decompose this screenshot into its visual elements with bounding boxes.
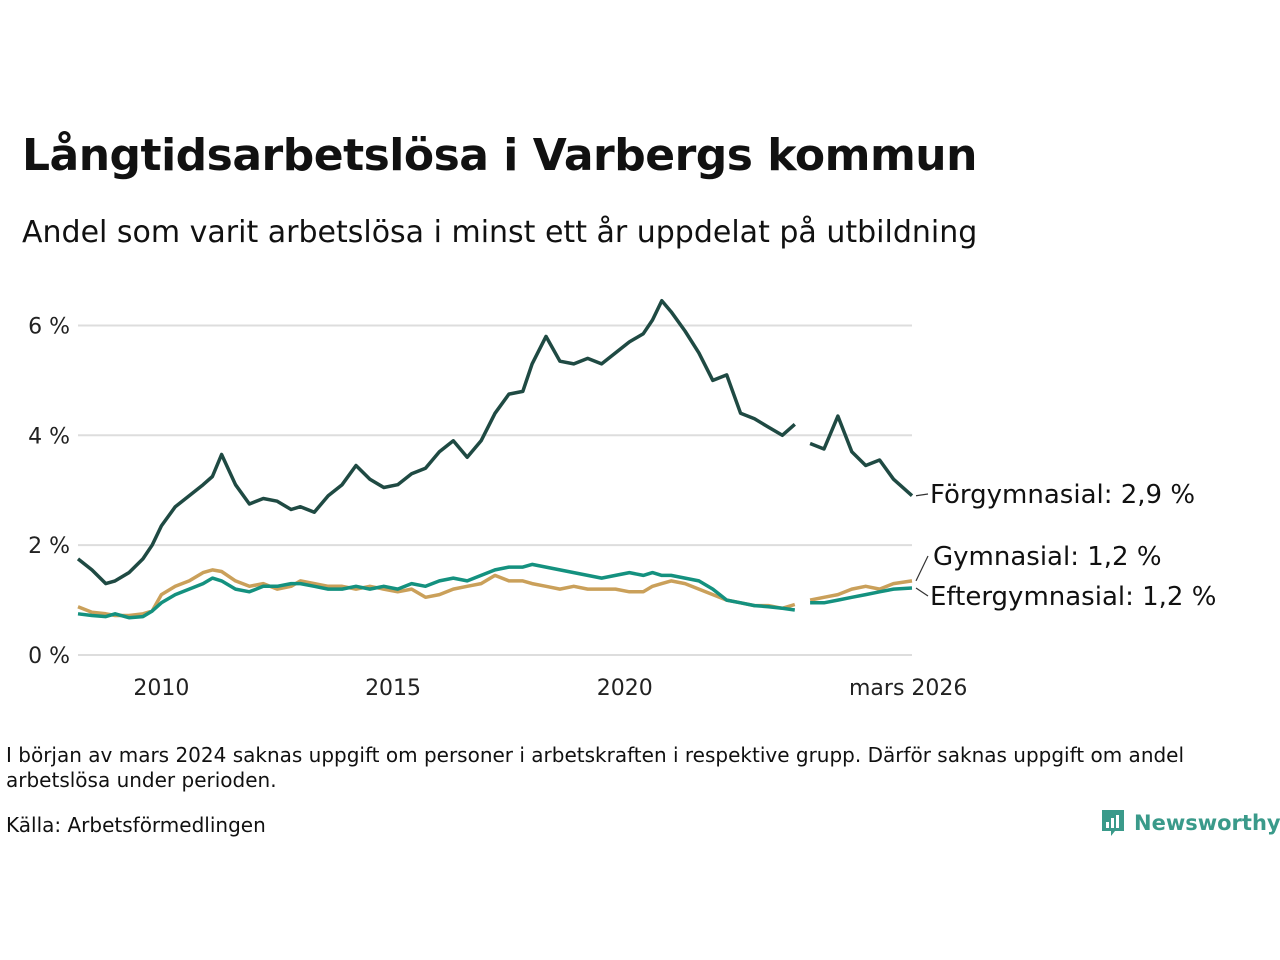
- label-leader-line: [915, 493, 929, 497]
- series-line-förgymnasial-segment-1: [76, 298, 796, 586]
- series-line-eftergymnasial-segment-2: [810, 586, 913, 605]
- y-tick-label: 4 %: [28, 424, 70, 449]
- x-axis-ticks: 2010 2015 2020 mars 2026: [133, 676, 967, 701]
- label-leader-line: [915, 587, 929, 597]
- series-lines: [76, 298, 914, 620]
- x-tick-label: 2015: [365, 676, 421, 701]
- gridlines: [78, 324, 912, 656]
- series-end-labels: Förgymnasial: 2,9 % Gymnasial: 1,2 % Efter…: [915, 480, 1216, 612]
- chart-subtitle: Andel som varit arbetslösa i minst ett å…: [22, 215, 978, 250]
- series-line-gymnasial-segment-1: [77, 568, 796, 618]
- series-line-förgymnasial-segment-2: [809, 414, 914, 498]
- y-tick-label: 2 %: [28, 534, 70, 559]
- series-end-label: Förgymnasial: 2,9 %: [930, 480, 1195, 510]
- footnote: I början av mars 2024 saknas uppgift om …: [6, 743, 1185, 792]
- series-end-label: Gymnasial: 1,2 %: [933, 542, 1162, 572]
- series-line-eftergymnasial-segment-1: [77, 562, 796, 620]
- y-tick-label: 0 %: [28, 644, 70, 669]
- x-tick-label: 2010: [133, 676, 189, 701]
- x-tick-label: 2020: [597, 676, 653, 701]
- y-tick-label: 6 %: [28, 314, 70, 339]
- source-text: Källa: Arbetsförmedlingen: [6, 813, 266, 837]
- y-axis-ticks: 0 % 2 % 4 % 6 %: [28, 314, 70, 669]
- series-line-gymnasial-segment-2: [809, 579, 913, 602]
- newsworthy-icon: [1102, 810, 1124, 836]
- chart-title: Långtidsarbetslösa i Varbergs kommun: [22, 130, 977, 181]
- x-tick-label: mars 2026: [849, 676, 967, 701]
- brand-name: Newsworthy: [1134, 811, 1280, 835]
- brand-logo: Newsworthy: [1100, 808, 1280, 838]
- series-end-label: Eftergymnasial: 1,2 %: [930, 582, 1216, 612]
- label-leader-line: [915, 555, 929, 582]
